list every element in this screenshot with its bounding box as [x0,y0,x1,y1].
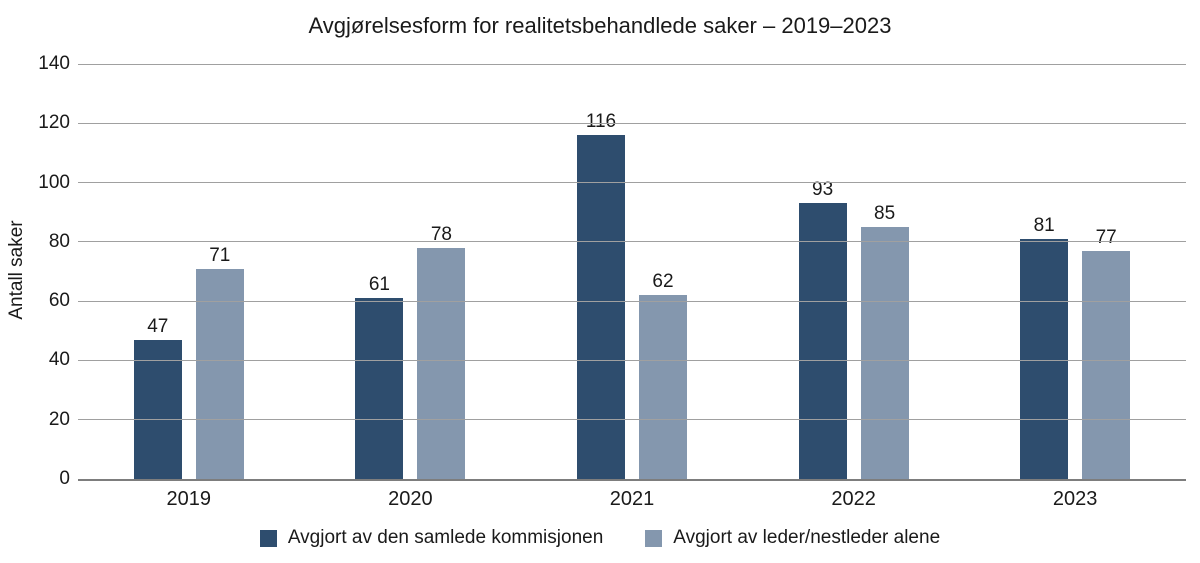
bar-2020 [355,298,404,479]
bar-pair-2023: 81 77 [1020,214,1131,479]
x-axis-tick-label-2022: 2022 [831,488,876,510]
chart-title: Avgjørelsesform for realitetsbehandlede … [308,13,892,38]
bar-group-2023: 81 77 2023 [964,64,1186,510]
bar-2020 [417,247,466,479]
legend-swatch-icon [259,529,277,547]
bar-2023 [1020,238,1069,479]
bar-wrap: 77 [1082,226,1131,479]
plot-area: 47 71 2019 61 78 2020 116 62 2021 93 85 2022 81 77 202… [38,53,1186,510]
x-axis-tick-label-2023: 2023 [1052,488,1098,510]
bar-2022 [860,227,909,479]
bar-value-label: 81 [1033,214,1055,236]
gridline-40 [78,359,1186,361]
bar-value-label: 85 [874,203,896,225]
y-axis-tick-label-60: 60 [48,290,70,312]
y-axis-tick-label-120: 120 [38,112,70,134]
bar-group-2019: 47 71 2019 [78,64,300,510]
bar-groups: 47 71 2019 61 78 2020 116 62 2021 93 85 2022 81 77 202… [78,64,1186,510]
bar-wrap: 47 [133,315,182,479]
legend-item: Avgjort av den samlede kommisjonen [259,527,604,549]
x-axis-tick-label-2020: 2020 [388,488,433,510]
bar-2021 [576,135,625,479]
legend-item: Avgjort av leder/nestleder alene [645,527,940,549]
gridline-140 [78,63,1186,65]
y-axis-title: Antall saker [6,220,27,320]
y-axis-tick-label-140: 140 [38,53,70,74]
x-axis-tick-label-2019: 2019 [166,488,212,510]
bar-2021 [638,295,687,479]
gridline-120 [78,122,1186,124]
bar-value-label: 61 [368,274,390,296]
legend-label: Avgjort av den samlede kommisjonen [287,527,604,548]
bar-pair-2022: 93 85 [798,179,909,479]
bar-wrap: 93 [798,179,847,479]
bar-wrap: 81 [1020,214,1069,479]
gridline-100 [78,182,1186,184]
bar-wrap: 62 [638,271,687,479]
gridline-60 [78,300,1186,302]
x-axis-tick-label-2021: 2021 [609,488,655,510]
bar-wrap: 85 [860,203,909,479]
bar-pair-2020: 61 78 [355,223,466,479]
bar-wrap: 78 [417,223,466,479]
y-axis-tick-label-40: 40 [48,349,70,371]
y-axis-tick-label-100: 100 [38,171,70,193]
gridline-20 [78,419,1186,421]
bar-2023 [1082,250,1131,479]
legend-label: Avgjort av leder/nestleder alene [673,527,941,548]
bar-pair-2021: 116 62 [576,111,687,479]
y-axis-tick-label-0: 0 [59,468,70,489]
bar-pair-2019: 47 71 [133,244,244,479]
bar-value-label: 77 [1095,226,1117,248]
bar-wrap: 116 [576,111,625,479]
legend: Avgjort av den samlede kommisjonen Avgjor… [0,527,1200,549]
bar-value-label: 47 [147,315,169,337]
bar-group-2021: 116 62 2021 [521,64,743,510]
bar-2019 [195,268,244,479]
bar-group-2022: 93 85 2022 [743,64,965,510]
bar-wrap: 61 [355,274,404,479]
bar-value-label: 78 [430,223,452,245]
bar-value-label: 93 [812,179,834,201]
y-axis-tick-label-80: 80 [48,230,70,252]
bar-value-label: 116 [585,111,617,133]
bar-2022 [798,203,847,479]
legend-swatch-icon [645,529,663,547]
bar-wrap: 71 [195,244,244,479]
bar-2019 [133,339,182,479]
bar-value-label: 62 [652,271,674,293]
bar-group-2020: 61 78 2020 [300,64,522,510]
bar-value-label: 71 [209,244,231,266]
y-axis-tick-label-20: 20 [48,408,70,430]
gridline-80 [78,241,1186,243]
